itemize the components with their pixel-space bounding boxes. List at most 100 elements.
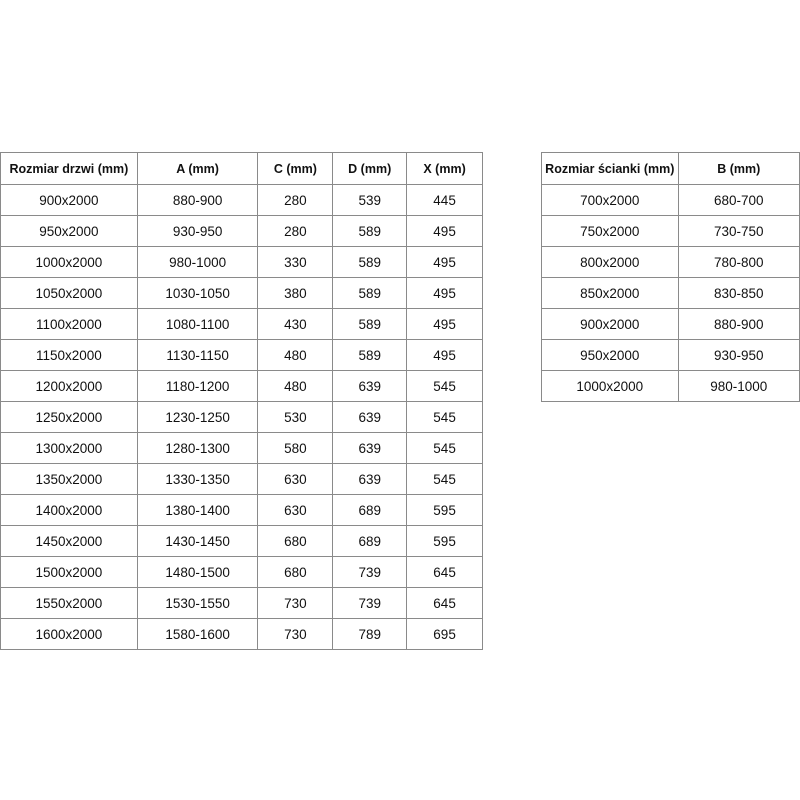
table-cell: 850x2000 xyxy=(541,277,679,309)
table-cell: 789 xyxy=(332,618,408,650)
table-row: 900x2000 880-900 280 539 445 xyxy=(0,184,483,216)
table-row: 1100x2000 1080-1100 430 589 495 xyxy=(0,308,483,340)
table-cell: 1030-1050 xyxy=(136,277,259,309)
table-cell: 595 xyxy=(406,494,483,526)
table-cell: 700x2000 xyxy=(541,184,679,216)
table-row: 800x2000 780-800 xyxy=(541,246,800,278)
table-cell: 1450x2000 xyxy=(0,525,138,557)
table-cell: 1080-1100 xyxy=(136,308,259,340)
table-cell: 430 xyxy=(257,308,334,340)
table-cell: 680 xyxy=(257,556,334,588)
table-cell: 639 xyxy=(332,401,408,433)
table-cell: 589 xyxy=(332,277,408,309)
table-row: 1400x2000 1380-1400 630 689 595 xyxy=(0,494,483,526)
table-cell: 645 xyxy=(406,587,483,619)
table-cell: 730 xyxy=(257,618,334,650)
wall-size-table: Rozmiar ścianki (mm) B (mm) 700x2000 680-7… xyxy=(541,152,800,402)
table-cell: 1150x2000 xyxy=(0,339,138,371)
table-row: 1300x2000 1280-1300 580 639 545 xyxy=(0,432,483,464)
door-size-table: Rozmiar drzwi (mm) A (mm) C (mm) D (mm) X (m… xyxy=(0,152,483,650)
table-row: 1200x2000 1180-1200 480 639 545 xyxy=(0,370,483,402)
table-cell: 630 xyxy=(257,494,334,526)
table-row: 1450x2000 1430-1450 680 689 595 xyxy=(0,525,483,557)
table-cell: 1000x2000 xyxy=(0,246,138,278)
table-cell: 880-900 xyxy=(136,184,259,216)
table-cell: 495 xyxy=(406,246,483,278)
table-cell: 1050x2000 xyxy=(0,277,138,309)
table-row: 950x2000 930-950 280 589 495 xyxy=(0,215,483,247)
table-cell: 750x2000 xyxy=(541,215,679,247)
table-cell: 1480-1500 xyxy=(136,556,259,588)
table-row: 750x2000 730-750 xyxy=(541,215,800,247)
table-cell: 645 xyxy=(406,556,483,588)
table-cell: 680 xyxy=(257,525,334,557)
table-cell: 1130-1150 xyxy=(136,339,259,371)
column-header: C (mm) xyxy=(257,152,334,185)
table-cell: 950x2000 xyxy=(0,215,138,247)
table-cell: 1180-1200 xyxy=(136,370,259,402)
table-header-row: Rozmiar drzwi (mm) A (mm) C (mm) D (mm) X (m… xyxy=(0,152,483,185)
column-header: Rozmiar ścianki (mm) xyxy=(541,152,679,185)
table-cell: 689 xyxy=(332,494,408,526)
table-cell: 930-950 xyxy=(677,339,800,371)
table-cell: 1280-1300 xyxy=(136,432,259,464)
table-cell: 1330-1350 xyxy=(136,463,259,495)
table-cell: 545 xyxy=(406,463,483,495)
table-cell: 495 xyxy=(406,308,483,340)
table-cell: 1300x2000 xyxy=(0,432,138,464)
table-cell: 1200x2000 xyxy=(0,370,138,402)
table-cell: 495 xyxy=(406,339,483,371)
table-row: 1250x2000 1230-1250 530 639 545 xyxy=(0,401,483,433)
table-cell: 689 xyxy=(332,525,408,557)
table-cell: 1380-1400 xyxy=(136,494,259,526)
table-cell: 639 xyxy=(332,370,408,402)
table-cell: 495 xyxy=(406,215,483,247)
table-row: 1000x2000 980-1000 330 589 495 xyxy=(0,246,483,278)
table-cell: 1580-1600 xyxy=(136,618,259,650)
table-cell: 639 xyxy=(332,463,408,495)
table-cell: 589 xyxy=(332,215,408,247)
column-header: X (mm) xyxy=(406,152,483,185)
table-cell: 639 xyxy=(332,432,408,464)
table-row: 1150x2000 1130-1150 480 589 495 xyxy=(0,339,483,371)
table-cell: 900x2000 xyxy=(541,308,679,340)
table-cell: 1500x2000 xyxy=(0,556,138,588)
table-cell: 695 xyxy=(406,618,483,650)
column-header: A (mm) xyxy=(136,152,259,185)
column-header: D (mm) xyxy=(332,152,408,185)
table-cell: 880-900 xyxy=(677,308,800,340)
table-cell: 595 xyxy=(406,525,483,557)
table-row: 1000x2000 980-1000 xyxy=(541,370,800,402)
table-cell: 280 xyxy=(257,215,334,247)
table-cell: 589 xyxy=(332,339,408,371)
table-cell: 445 xyxy=(406,184,483,216)
table-cell: 800x2000 xyxy=(541,246,679,278)
table-row: 1500x2000 1480-1500 680 739 645 xyxy=(0,556,483,588)
table-row: 1350x2000 1330-1350 630 639 545 xyxy=(0,463,483,495)
table-row: 1600x2000 1580-1600 730 789 695 xyxy=(0,618,483,650)
table-cell: 589 xyxy=(332,308,408,340)
table-cell: 1400x2000 xyxy=(0,494,138,526)
table-cell: 1230-1250 xyxy=(136,401,259,433)
table-cell: 1350x2000 xyxy=(0,463,138,495)
table-cell: 730 xyxy=(257,587,334,619)
column-header: Rozmiar drzwi (mm) xyxy=(0,152,138,185)
table-cell: 680-700 xyxy=(677,184,800,216)
table-cell: 1000x2000 xyxy=(541,370,679,402)
table-cell: 330 xyxy=(257,246,334,278)
table-cell: 380 xyxy=(257,277,334,309)
table-cell: 1530-1550 xyxy=(136,587,259,619)
table-cell: 280 xyxy=(257,184,334,216)
table-cell: 739 xyxy=(332,587,408,619)
table-cell: 730-750 xyxy=(677,215,800,247)
table-cell: 1100x2000 xyxy=(0,308,138,340)
table-cell: 900x2000 xyxy=(0,184,138,216)
table-row: 850x2000 830-850 xyxy=(541,277,800,309)
table-cell: 580 xyxy=(257,432,334,464)
table-cell: 530 xyxy=(257,401,334,433)
table-row: 900x2000 880-900 xyxy=(541,308,800,340)
table-row: 950x2000 930-950 xyxy=(541,339,800,371)
table-cell: 545 xyxy=(406,401,483,433)
table-cell: 1430-1450 xyxy=(136,525,259,557)
table-cell: 480 xyxy=(257,370,334,402)
